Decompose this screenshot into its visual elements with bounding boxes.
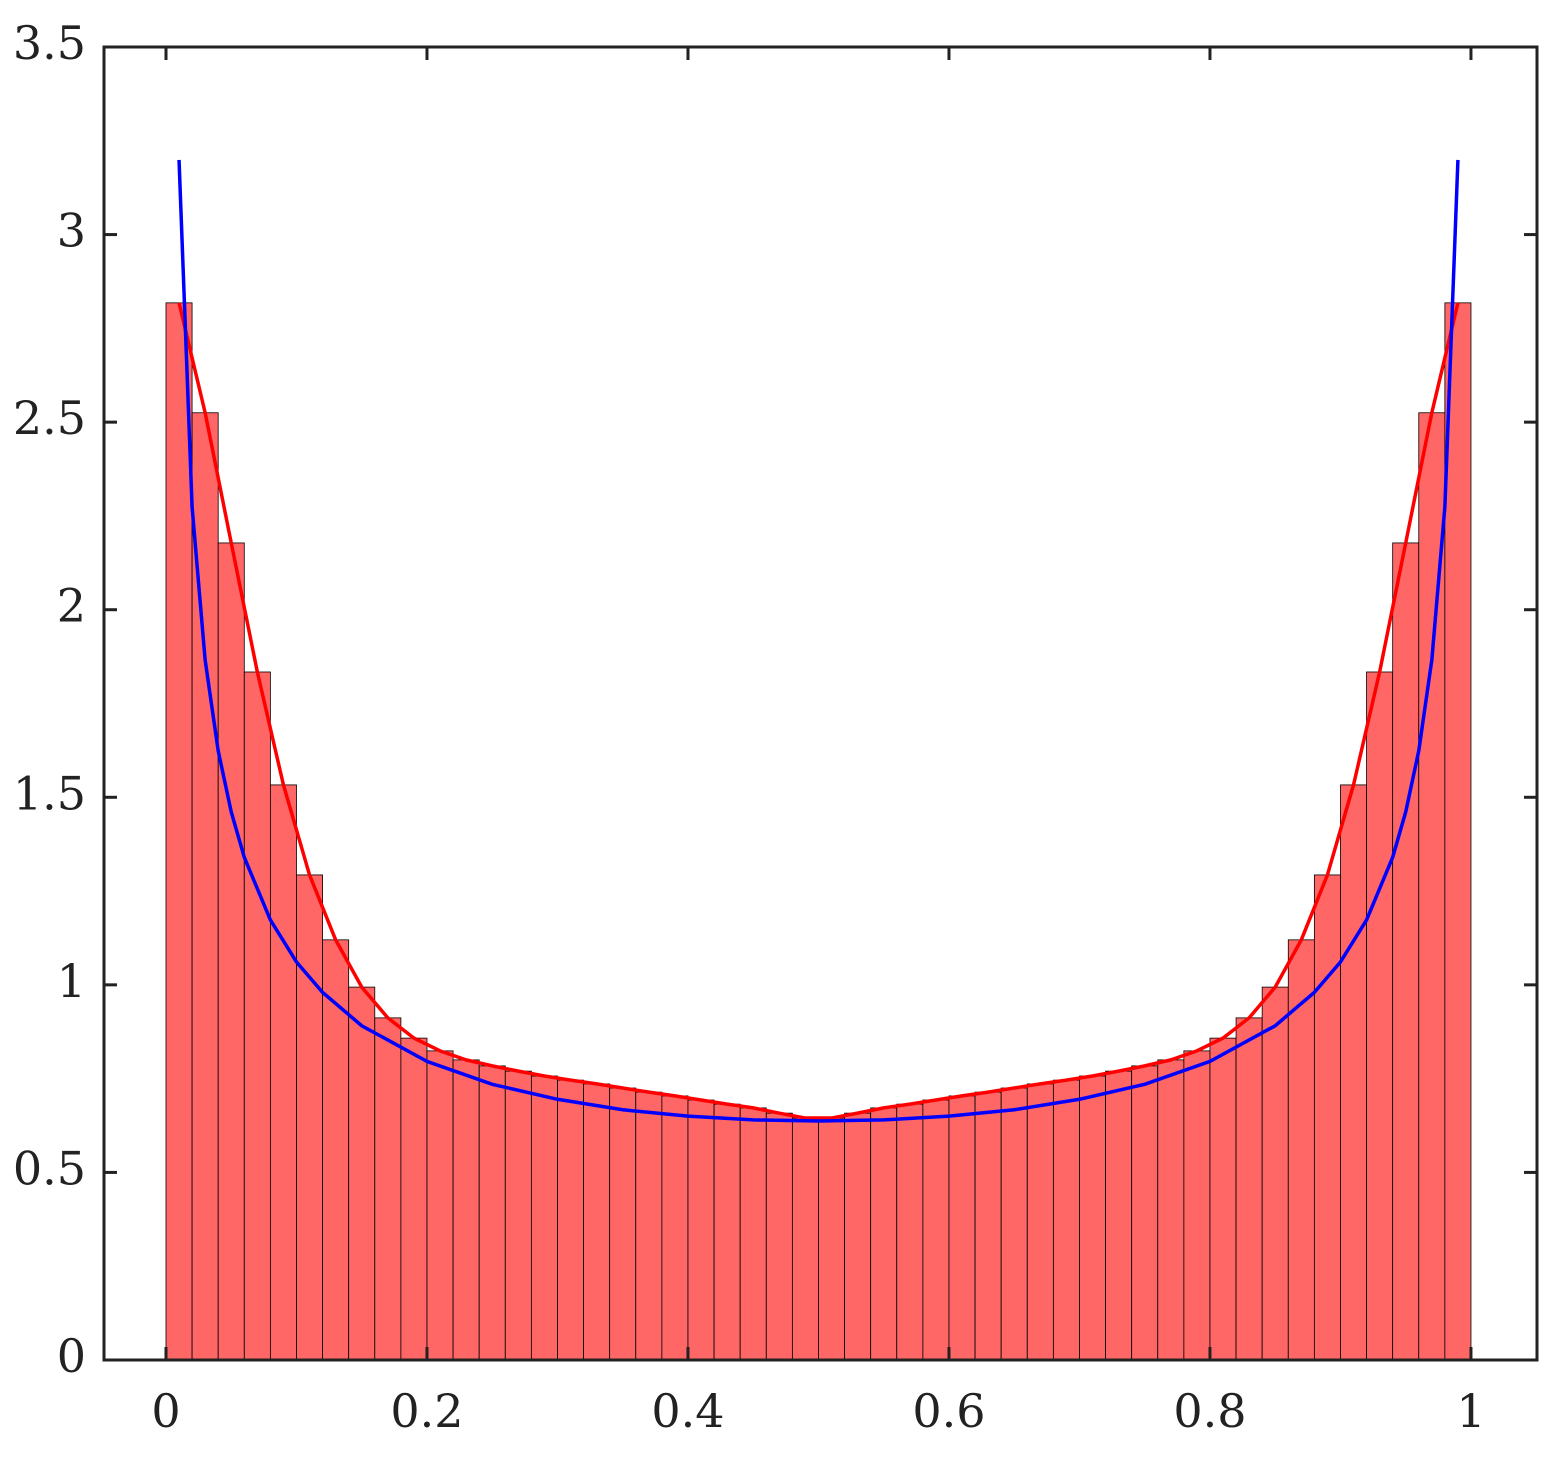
line	[177, 159, 1460, 1123]
x-tick-label: 1	[1456, 1384, 1485, 1438]
y-tick-label: 1.5	[13, 766, 86, 820]
bar	[791, 1117, 819, 1361]
bar	[374, 1017, 402, 1361]
bar	[583, 1083, 611, 1361]
bar	[844, 1112, 872, 1361]
bar	[1052, 1079, 1080, 1361]
bar	[1313, 874, 1341, 1361]
bar	[1392, 542, 1420, 1361]
bar	[217, 542, 245, 1361]
y-tick-label: 2.5	[13, 391, 86, 445]
bar	[165, 302, 193, 1361]
y-tick-label: 1	[57, 954, 86, 1008]
bar	[1366, 671, 1394, 1361]
axes-box	[102, 45, 1539, 1362]
x-tick-label: 0.8	[1173, 1384, 1246, 1438]
bar	[1079, 1075, 1106, 1361]
y-tick-label: 3.5	[13, 16, 86, 70]
y-tick-label: 0	[57, 1329, 86, 1383]
bar	[296, 874, 323, 1361]
x-tick-label: 0.2	[390, 1384, 463, 1438]
bar	[609, 1087, 637, 1361]
y-tick-label: 2	[57, 579, 86, 633]
bar	[530, 1075, 558, 1361]
bar	[713, 1103, 741, 1361]
bar	[635, 1091, 663, 1361]
bar	[948, 1095, 976, 1361]
bar	[1105, 1070, 1133, 1361]
bar	[661, 1095, 689, 1361]
bar	[1157, 1059, 1185, 1361]
bar	[348, 986, 376, 1361]
bar	[1131, 1065, 1159, 1361]
bar	[818, 1117, 845, 1361]
bar	[922, 1099, 950, 1361]
bar	[557, 1079, 584, 1361]
bar	[739, 1107, 767, 1361]
y-tick-label: 3	[57, 204, 86, 258]
x-tick-label: 0.6	[912, 1384, 985, 1438]
bar	[1340, 784, 1367, 1361]
bar	[1183, 1050, 1211, 1361]
bar	[1235, 1017, 1263, 1361]
y-tick-label: 0.5	[13, 1141, 86, 1195]
bar	[452, 1059, 480, 1361]
bar	[974, 1091, 1002, 1361]
bar	[1261, 986, 1289, 1361]
bar	[1444, 302, 1472, 1361]
bar	[504, 1070, 532, 1361]
bar	[896, 1103, 924, 1361]
bar	[870, 1107, 898, 1361]
x-tick-label: 0	[151, 1384, 180, 1438]
bar	[478, 1065, 506, 1361]
bar	[400, 1037, 428, 1361]
bar	[687, 1099, 715, 1361]
line	[177, 302, 1460, 1120]
bar	[269, 784, 297, 1361]
bar	[426, 1050, 454, 1361]
bar	[1209, 1037, 1237, 1361]
bar	[1026, 1083, 1054, 1361]
x-tick-label: 0.4	[651, 1384, 724, 1438]
bar	[243, 671, 271, 1361]
bar	[765, 1112, 793, 1361]
bar	[1000, 1087, 1028, 1361]
